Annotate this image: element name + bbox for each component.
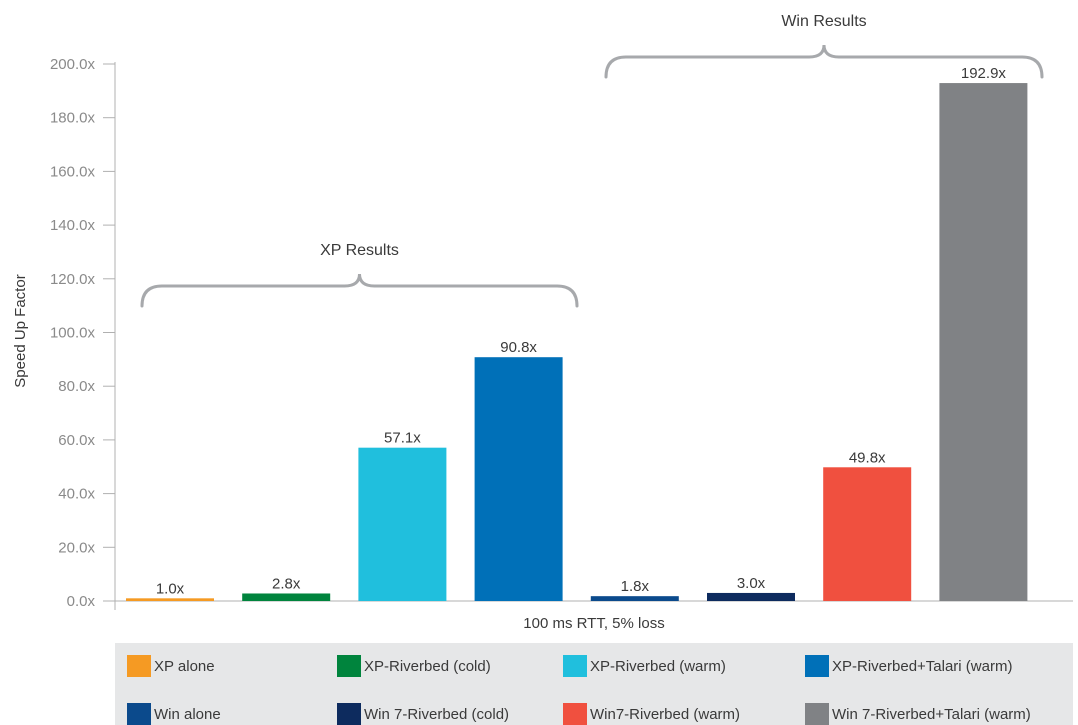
legend-label: XP-Riverbed (warm) — [590, 657, 726, 675]
data-label: 57.1x — [384, 430, 421, 447]
data-label: 90.8x — [500, 339, 537, 356]
y-tick-label: 100.0x — [50, 325, 96, 342]
bar — [823, 467, 912, 601]
bar — [242, 593, 331, 601]
legend-swatch — [805, 655, 829, 677]
legend-swatch — [337, 703, 361, 725]
bar — [939, 83, 1028, 602]
legend-swatch — [563, 703, 587, 725]
bar — [358, 447, 447, 601]
y-tick-label: 120.0x — [50, 271, 96, 288]
data-label: 2.8x — [272, 575, 301, 592]
legend-swatch — [127, 655, 151, 677]
y-tick-label: 60.0x — [58, 432, 95, 449]
legend-swatch — [127, 703, 151, 725]
data-label: 1.8x — [621, 578, 650, 595]
x-axis-title: 100 ms RTT, 5% loss — [523, 615, 664, 632]
legend-swatch — [337, 655, 361, 677]
data-label: 1.0x — [156, 580, 185, 597]
legend-label: Win 7-Riverbed+Talari (warm) — [832, 705, 1031, 723]
bar — [707, 592, 795, 601]
bar — [590, 596, 679, 601]
xp-results-brace — [140, 273, 579, 308]
legend-item: Win7-Riverbed (warm) — [563, 703, 740, 725]
bar — [126, 598, 214, 601]
y-axis-title: Speed Up Factor — [12, 274, 29, 387]
legend-label: XP-Riverbed+Talari (warm) — [832, 657, 1013, 675]
legend-label: XP alone — [154, 657, 215, 675]
legend-item: XP-Riverbed (warm) — [563, 655, 726, 677]
y-tick-label: 200.0x — [50, 56, 96, 73]
y-tick-label: 160.0x — [50, 163, 96, 180]
bar-chart: 0.0x 20.0x 40.0x 60.0x 80.0x 100.0x 120.0x 140.… — [12, 13, 1073, 632]
legend-item: Win 7-Riverbed+Talari (warm) — [805, 703, 1031, 725]
legend-item: Win alone — [127, 703, 221, 725]
y-tick-label: 40.0x — [58, 486, 95, 503]
y-tick-label: 0.0x — [67, 593, 96, 610]
legend-label: XP-Riverbed (cold) — [364, 657, 491, 675]
data-label: 192.9x — [961, 65, 1007, 82]
legend-item: Win 7-Riverbed (cold) — [337, 703, 509, 725]
bar — [474, 357, 563, 601]
legend: XP alone XP-Riverbed (cold) XP-Riverbed (w… — [115, 643, 1073, 725]
legend-label: Win 7-Riverbed (cold) — [364, 705, 510, 723]
win-results-brace — [604, 44, 1044, 79]
y-tick-label: 180.0x — [50, 110, 96, 127]
y-tick-label: 140.0x — [50, 217, 96, 234]
xp-results-label: XP Results — [320, 242, 399, 259]
win-results-label: Win Results — [781, 13, 866, 30]
legend-swatch — [563, 655, 587, 677]
legend-item: XP-Riverbed+Talari (warm) — [805, 655, 1012, 677]
legend-swatch — [805, 703, 829, 725]
y-tick-label: 80.0x — [58, 378, 95, 395]
y-tick-label: 20.0x — [58, 539, 95, 556]
legend-label: Win alone — [154, 705, 221, 723]
legend-label: Win7-Riverbed (warm) — [590, 705, 741, 723]
data-label: 3.0x — [737, 575, 766, 592]
legend-item: XP-Riverbed (cold) — [337, 655, 491, 677]
data-label: 49.8x — [849, 449, 886, 466]
legend-item: XP alone — [127, 655, 215, 677]
